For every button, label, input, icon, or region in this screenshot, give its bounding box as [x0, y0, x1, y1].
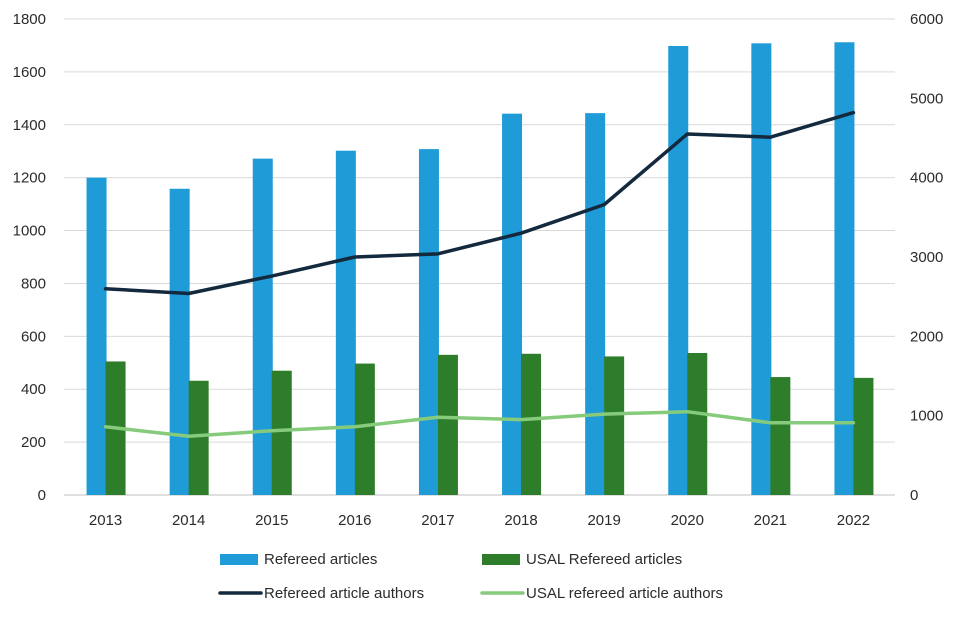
- y-right-tick-label: 1000: [910, 408, 943, 425]
- bar-usal-refereed-articles: [188, 380, 209, 495]
- bar-refereed-articles: [502, 113, 523, 495]
- y-right-tick-label: 5000: [910, 90, 943, 107]
- x-tick-label: 2017: [421, 512, 454, 529]
- y-left-tick-label: 200: [21, 434, 46, 451]
- bar-usal-refereed-articles: [687, 352, 708, 495]
- y-right-tick-label: 4000: [910, 170, 943, 187]
- legend-swatch: [220, 554, 258, 565]
- bar-usal-refereed-articles: [521, 353, 542, 495]
- x-tick-label: 2015: [255, 512, 288, 529]
- bar-usal-refereed-articles: [853, 377, 874, 495]
- legend-item: USAL Refereed articles: [482, 551, 682, 568]
- y-left-tick-label: 400: [21, 381, 46, 398]
- y-left-tick-label: 1400: [13, 117, 46, 134]
- legend-label: USAL Refereed articles: [526, 551, 682, 568]
- legend-item: USAL refereed article authors: [480, 585, 723, 602]
- bar-refereed-articles: [86, 177, 107, 495]
- bar-refereed-articles: [418, 149, 439, 495]
- bar-usal-refereed-articles: [354, 363, 375, 495]
- y-left-tick-label: 1000: [13, 223, 46, 240]
- y-right-tick-label: 0: [910, 487, 918, 504]
- legend: Refereed articles USAL Refereed articles R…: [218, 551, 723, 602]
- bar-refereed-articles: [834, 42, 855, 495]
- y-left-tick-label: 1600: [13, 64, 46, 81]
- y-right-tick-label: 3000: [910, 249, 943, 266]
- legend-label: USAL refereed article authors: [526, 585, 723, 602]
- x-tick-label: 2018: [504, 512, 537, 529]
- x-tick-label: 2014: [172, 512, 205, 529]
- bar-refereed-articles: [668, 45, 689, 496]
- y-left-tick-label: 0: [38, 487, 46, 504]
- y-left-tick-label: 1200: [13, 170, 46, 187]
- legend-label: Refereed articles: [264, 551, 377, 568]
- legend-item: Refereed articles: [220, 551, 377, 568]
- legend-swatch: [482, 554, 520, 565]
- bar-usal-refereed-articles: [770, 377, 791, 495]
- x-tick-label: 2019: [587, 512, 620, 529]
- bar-refereed-articles: [169, 188, 190, 496]
- y-right-tick-label: 2000: [910, 328, 943, 345]
- x-tick-label: 2020: [671, 512, 704, 529]
- y-left-tick-label: 1800: [13, 11, 46, 28]
- bars: [86, 42, 874, 496]
- bar-usal-refereed-articles: [271, 370, 292, 495]
- bar-refereed-articles: [252, 158, 273, 496]
- axes: 0 200 400 600 800 1000 1200 1400 1600 1800 0 1000 20…: [13, 11, 944, 529]
- y-right-tick-label: 6000: [910, 11, 943, 28]
- lines: [103, 110, 856, 439]
- x-tick-label: 2016: [338, 512, 371, 529]
- bar-refereed-articles: [751, 43, 772, 495]
- line-usal-refereed-article-authors: [103, 409, 856, 439]
- x-tick-label: 2013: [89, 512, 122, 529]
- y-left-tick-label: 800: [21, 275, 46, 292]
- legend-label: Refereed article authors: [264, 585, 424, 602]
- x-tick-label: 2022: [837, 512, 870, 529]
- line-refereed-article-authors: [103, 110, 856, 296]
- bar-refereed-articles: [585, 113, 606, 496]
- legend-item: Refereed article authors: [218, 585, 424, 602]
- bar-usal-refereed-articles: [604, 356, 625, 495]
- bar-refereed-articles: [335, 150, 356, 495]
- bar-usal-refereed-articles: [437, 354, 458, 495]
- y-left-tick-label: 600: [21, 328, 46, 345]
- x-tick-label: 2021: [754, 512, 787, 529]
